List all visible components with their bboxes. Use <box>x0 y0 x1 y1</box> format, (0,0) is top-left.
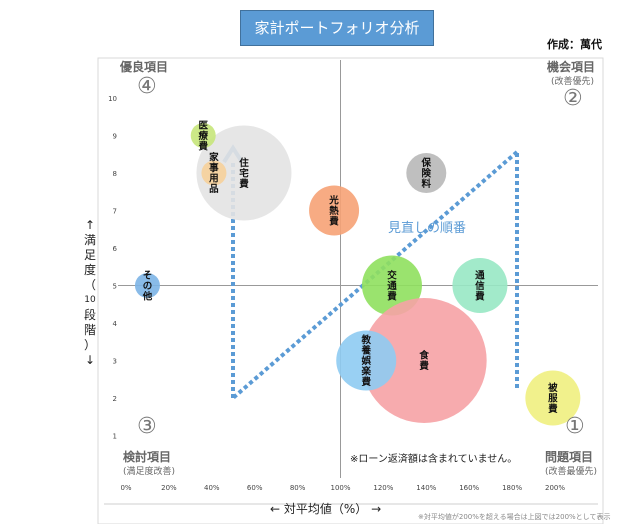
x-tick-label: 60% <box>247 484 263 492</box>
bubble-4 <box>309 185 360 236</box>
y-tick-label: 1 <box>113 433 117 441</box>
y-tick-label: 2 <box>113 395 117 403</box>
y-tick-label: 6 <box>113 245 118 253</box>
bubble-1 <box>201 160 227 186</box>
x-tick-label: 40% <box>204 484 220 492</box>
footnote: ※対平均値が200%を超える場合は上図では200%として表示 <box>418 513 611 521</box>
quadrant-sub-bottom-right: (改善最優先) <box>545 467 598 477</box>
bubble-label: 食費 <box>418 350 429 373</box>
x-tick-label: 100% <box>330 484 350 492</box>
y-tick-label: 7 <box>113 208 117 216</box>
y-axis-title-char: （ <box>83 278 96 292</box>
bubble-7 <box>452 258 508 313</box>
bubble-label: 通信費 <box>475 270 485 302</box>
bubble-label: 光熱費 <box>328 194 339 227</box>
y-axis-title-char: 度 <box>83 263 96 277</box>
bubble-label: 家事用品 <box>208 152 219 196</box>
x-tick-label: 0% <box>120 484 131 492</box>
y-axis-title-char: 段 <box>83 308 96 322</box>
quadrant-sub-top-right: (改善優先) <box>551 77 595 87</box>
y-axis-title-char: ↑ <box>84 218 96 232</box>
chart-title: 家計ポートフォリオ分析 <box>240 10 434 46</box>
quadrant-sub-bottom-left: (満足度改善) <box>123 467 176 477</box>
bubble-9 <box>361 298 487 423</box>
y-axis-title-char: ↓ <box>84 353 96 367</box>
quadrant-number-top-right: ② <box>563 86 583 111</box>
bubble-label: 保険料 <box>421 157 432 190</box>
quadrant-label-top-left: 優良項目 <box>120 60 169 74</box>
x-tick-label: 20% <box>161 484 177 492</box>
x-tick-label: 200% <box>545 484 565 492</box>
y-tick-label: 9 <box>113 133 117 141</box>
bubble-2 <box>196 125 292 221</box>
y-axis-title-char: 満 <box>83 233 96 247</box>
quadrant-number-bottom-right: ① <box>565 414 585 439</box>
y-tick-label: 10 <box>108 95 117 103</box>
bubble-label: 医療費 <box>198 120 208 152</box>
y-tick-label: 4 <box>113 320 118 328</box>
y-tick-label: 5 <box>113 283 117 291</box>
bubble-label: 被服費 <box>548 382 558 415</box>
y-tick-label: 8 <box>113 170 117 178</box>
y-axis-title-char: 階 <box>83 323 96 337</box>
bubble-5 <box>406 153 447 193</box>
x-axis-title: ← 対平均値（%） → <box>270 502 382 516</box>
y-axis-title: ↑ 満 足 度 （ 10 段 階 ） ↓ <box>82 218 98 368</box>
quadrant-number-bottom-left: ③ <box>137 414 157 439</box>
bubble-3 <box>134 273 160 298</box>
y-axis-title-char: ） <box>83 338 96 352</box>
x-tick-label: 160% <box>459 484 479 492</box>
quadrant-label-bottom-left: 検討項目 <box>123 450 172 464</box>
x-tick-label: 120% <box>373 484 393 492</box>
bubble-label: 交通費 <box>387 269 397 302</box>
bubble-0 <box>190 123 216 148</box>
quadrant-number-top-left: ④ <box>137 74 157 99</box>
x-tick-label: 180% <box>502 484 522 492</box>
bubble-8 <box>336 330 397 391</box>
plot-frame <box>97 57 604 524</box>
y-axis-title-char: 10 <box>84 295 96 305</box>
author-label: 作成：萬代 <box>547 38 602 51</box>
x-tick-label: 80% <box>290 484 306 492</box>
bubble-label: 住宅費 <box>239 157 249 190</box>
bubble-label: その他 <box>142 270 153 302</box>
bubble-10 <box>525 370 581 426</box>
bubble-label: 教養娯楽費 <box>360 334 371 388</box>
review-order-label: 見直しの順番 <box>388 221 466 236</box>
loan-note: ※ローン返済額は含まれていません。 <box>350 454 518 465</box>
y-axis-title-char: 足 <box>83 248 96 262</box>
quadrant-label-bottom-right: 問題項目 <box>545 450 594 464</box>
quadrant-label-top-right: 機会項目 <box>547 60 596 74</box>
x-tick-label: 140% <box>416 484 436 492</box>
y-tick-label: 3 <box>113 358 117 366</box>
